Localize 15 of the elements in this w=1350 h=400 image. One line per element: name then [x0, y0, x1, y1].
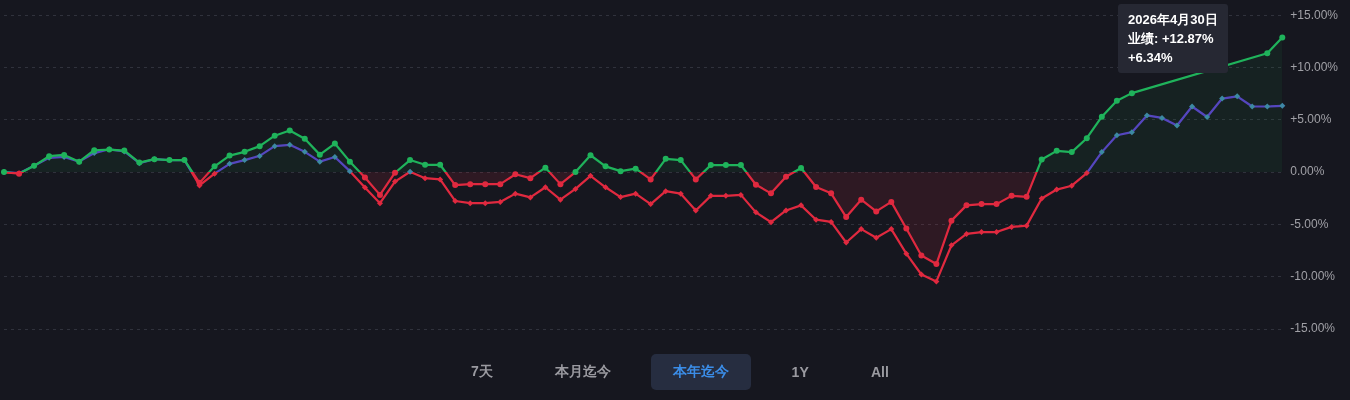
y-tick-label: 0.00%	[1290, 164, 1325, 179]
y-tick-label: -5.00%	[1290, 216, 1329, 231]
y-tick-label: +5.00%	[1290, 112, 1332, 127]
y-tick-label: -15.00%	[1290, 321, 1336, 336]
text: 7天	[470, 362, 494, 381]
y-tick-label: +15.00%	[1290, 7, 1339, 22]
text: 本年迄今	[651, 354, 752, 390]
text: All	[869, 363, 890, 382]
y-tick-label: +10.00%	[1290, 59, 1339, 74]
y-tick-label: -10.00%	[1290, 269, 1336, 284]
annotation: +6.34%	[1128, 49, 1174, 67]
text: 1Y	[790, 363, 810, 382]
annotation: 2026年4月30日	[1128, 11, 1218, 29]
annotation: 业绩: +12.87%	[1128, 30, 1215, 48]
text: 本月迄今	[554, 362, 613, 381]
